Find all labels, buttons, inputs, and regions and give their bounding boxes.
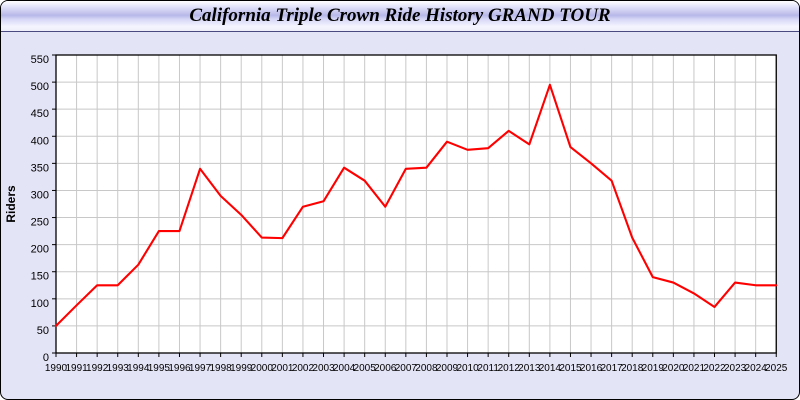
svg-text:2002: 2002 bbox=[292, 363, 315, 374]
svg-text:1990: 1990 bbox=[45, 363, 68, 374]
svg-text:2020: 2020 bbox=[662, 363, 685, 374]
svg-text:1993: 1993 bbox=[107, 363, 130, 374]
svg-text:500: 500 bbox=[31, 81, 49, 93]
svg-text:2000: 2000 bbox=[251, 363, 274, 374]
svg-text:1995: 1995 bbox=[148, 363, 171, 374]
svg-text:2025: 2025 bbox=[765, 363, 788, 374]
svg-text:2017: 2017 bbox=[600, 363, 623, 374]
svg-text:2004: 2004 bbox=[333, 363, 356, 374]
svg-text:2006: 2006 bbox=[374, 363, 397, 374]
svg-text:2003: 2003 bbox=[312, 363, 335, 374]
svg-text:2007: 2007 bbox=[395, 363, 418, 374]
svg-text:2022: 2022 bbox=[703, 363, 726, 374]
svg-text:150: 150 bbox=[31, 271, 49, 283]
svg-text:100: 100 bbox=[31, 298, 49, 310]
svg-text:1997: 1997 bbox=[189, 363, 212, 374]
svg-text:2024: 2024 bbox=[745, 363, 768, 374]
svg-text:2021: 2021 bbox=[683, 363, 706, 374]
svg-text:400: 400 bbox=[31, 135, 49, 147]
svg-text:2013: 2013 bbox=[518, 363, 541, 374]
svg-text:1992: 1992 bbox=[86, 363, 109, 374]
svg-text:Riders: Riders bbox=[4, 185, 18, 223]
svg-text:2018: 2018 bbox=[621, 363, 644, 374]
svg-text:1996: 1996 bbox=[168, 363, 191, 374]
svg-text:2001: 2001 bbox=[271, 363, 294, 374]
svg-text:2005: 2005 bbox=[354, 363, 377, 374]
svg-text:2015: 2015 bbox=[559, 363, 582, 374]
svg-text:2008: 2008 bbox=[415, 363, 438, 374]
svg-text:300: 300 bbox=[31, 189, 49, 201]
svg-text:1998: 1998 bbox=[210, 363, 233, 374]
svg-text:2014: 2014 bbox=[539, 363, 562, 374]
svg-text:1999: 1999 bbox=[230, 363, 253, 374]
svg-text:2011: 2011 bbox=[477, 363, 499, 374]
svg-text:350: 350 bbox=[31, 162, 49, 174]
svg-text:550: 550 bbox=[31, 54, 49, 66]
svg-text:450: 450 bbox=[31, 108, 49, 120]
svg-text:2023: 2023 bbox=[724, 363, 747, 374]
svg-text:2016: 2016 bbox=[580, 363, 603, 374]
svg-text:2009: 2009 bbox=[436, 363, 459, 374]
svg-text:2019: 2019 bbox=[642, 363, 665, 374]
svg-text:2012: 2012 bbox=[498, 363, 521, 374]
svg-text:200: 200 bbox=[31, 244, 49, 256]
svg-text:1991: 1991 bbox=[65, 363, 88, 374]
svg-text:50: 50 bbox=[37, 325, 49, 337]
svg-text:1994: 1994 bbox=[127, 363, 150, 374]
svg-text:250: 250 bbox=[31, 217, 49, 229]
svg-text:2010: 2010 bbox=[456, 363, 479, 374]
